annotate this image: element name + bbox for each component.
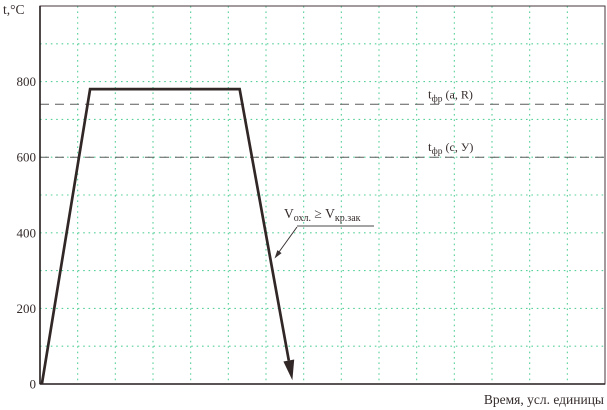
curve-arrowhead <box>283 359 295 381</box>
temperature-curve <box>40 87 291 385</box>
annotation-leader-line <box>278 226 298 253</box>
annotation-leader-arrowhead <box>274 250 282 259</box>
heat-treatment-curve <box>40 87 295 385</box>
critical-temperature-dashed-lines <box>40 103 605 158</box>
critical-temp-label: tфр (а, R) <box>428 86 473 104</box>
y-tick-label: 600 <box>17 150 37 165</box>
y-tick-label: 800 <box>17 74 37 89</box>
annotation-group: Vохл. ≥ Vкр.зак <box>274 206 374 259</box>
y-tick-label: 0 <box>30 377 37 392</box>
plot-border <box>39 5 606 385</box>
y-axis-title: t,°C <box>3 2 25 17</box>
y-tick-label: 400 <box>17 225 37 240</box>
y-tick-label: 200 <box>17 301 37 316</box>
plot-frame <box>39 5 606 385</box>
cooling-rate-annotation: Vохл. ≥ Vкр.зак <box>284 206 361 224</box>
critical-temp-label: tфр (с, У) <box>428 139 473 157</box>
x-axis-title: Время, усл. единицы <box>484 392 604 407</box>
text-layer: t,°C Время, усл. единицы tфр (а, R) tфр (… <box>3 2 604 407</box>
gridlines <box>40 6 605 384</box>
